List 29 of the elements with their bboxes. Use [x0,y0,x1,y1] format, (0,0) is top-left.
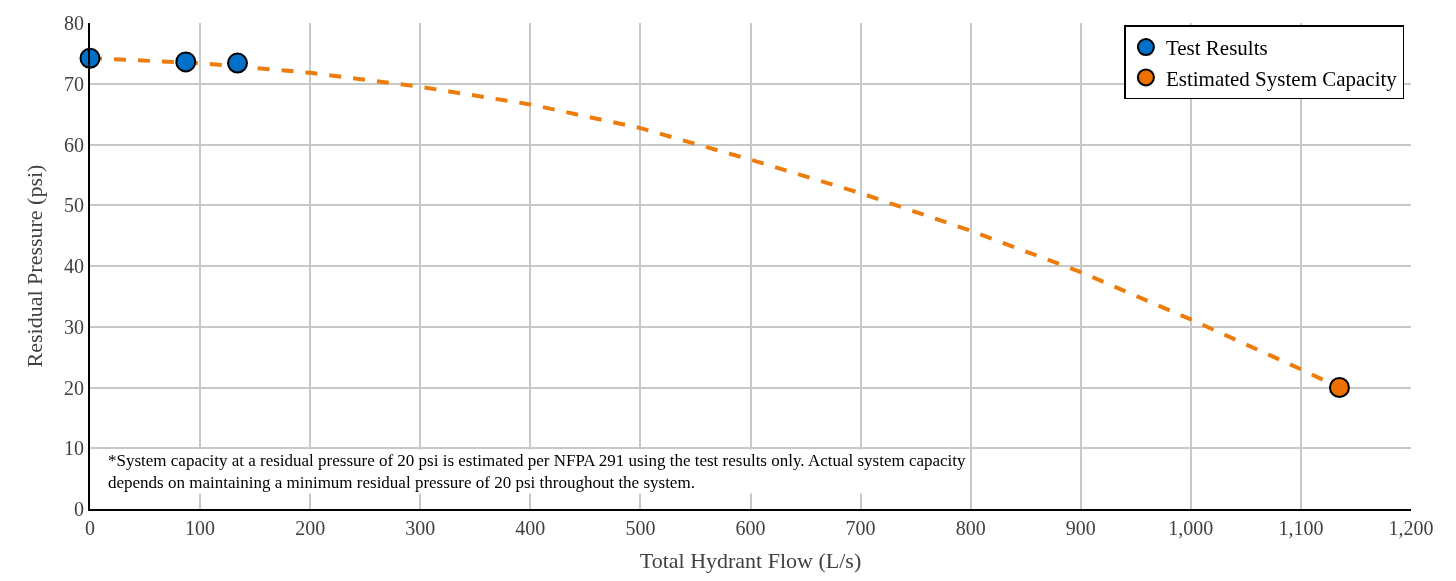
point [227,52,249,74]
legend-label: Test Results [1165,36,1268,61]
x-tick-label: 100 [185,517,216,539]
y-tick-label: 80 [64,12,84,34]
x-tick-label: 800 [955,517,986,539]
x-tick-label: 600 [735,517,766,539]
y-tick-label: 40 [64,255,84,277]
point [1328,377,1350,398]
y-tick-label: 50 [64,194,84,217]
x-tick-label: 300 [405,517,436,539]
x-tick-label: 1,100 [1278,517,1324,539]
legend-label: Estimated System Capacity [1165,66,1398,91]
x-tick-label: 500 [625,517,656,539]
x-tick-label: 1,200 [1388,517,1434,539]
x-axis-title: Total Hydrant Flow (L/s) [639,548,862,574]
annotation: *System capacity at a residual pressure of 20 psi is estimated per NFPA 291 using the test results only. Actual system capacity depends on maintaining a minimum residual pressure of 20 psi throughout the system. [108,451,967,493]
y-tick-label: 60 [64,133,84,156]
x-tick-label: 700 [845,517,876,539]
y-tick-label: 70 [64,72,84,95]
point [175,51,197,73]
y-tick-label: 0 [74,498,84,520]
x-tick-label: 400 [515,517,546,539]
y-tick-label: 10 [64,437,84,460]
x-tick-label: 1,000 [1168,517,1214,539]
x-tick-label: 200 [295,517,326,539]
y-tick-label: 20 [64,376,84,399]
y-tick-label: 30 [64,315,84,338]
x-tick-label: 900 [1065,517,1096,539]
y-axis-title: Residual Pressure (psi) [22,164,48,368]
